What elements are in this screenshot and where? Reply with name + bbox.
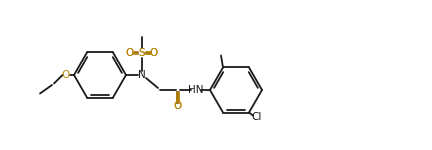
Text: O: O [150,48,158,58]
Text: S: S [139,48,145,58]
Text: O: O [126,48,134,58]
Text: O: O [62,70,70,80]
Text: O: O [174,101,182,111]
Text: HN: HN [188,85,204,95]
Text: N: N [138,70,146,80]
Text: O: O [174,101,182,111]
Text: Cl: Cl [252,111,262,122]
Text: O: O [126,48,134,58]
Text: O: O [150,48,158,58]
Text: S: S [139,48,145,58]
